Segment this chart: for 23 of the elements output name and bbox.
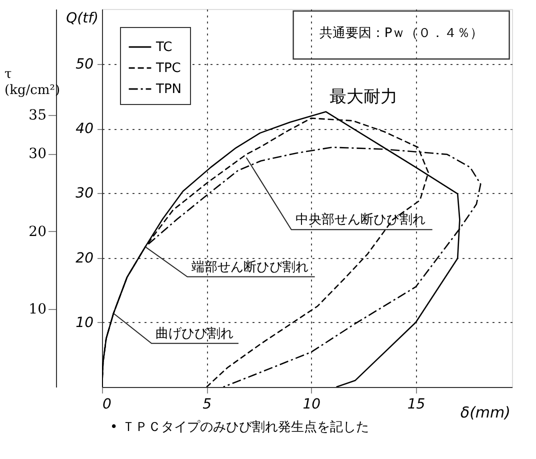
y-tick-label: 20 [76,250,94,266]
x-axis-title: δ(mm) [460,404,510,422]
legend-label: TC [155,40,172,55]
y2-tick-label: 20 [28,224,46,240]
y-axis-title: Q(tf) [66,10,98,26]
x-tick-label: 0 [102,396,112,412]
x-tick-label: 5 [202,396,212,412]
x-tick-label: 10 [302,396,321,412]
annotation: 共通要因：Pｗ（０．４％） [319,26,484,41]
legend-label: TPC [155,61,181,76]
y-tick-label: 10 [76,314,94,331]
y-tick-label: 40 [76,121,94,138]
y-tick-label: 50 [76,56,94,72]
y2-tick-label: 35 [28,107,46,124]
annotation: 最大耐力 [330,87,398,107]
x-tick-label: 15 [407,396,426,412]
annotation: 曲げひび割れ [156,326,234,342]
annotation: 端部せん断ひび割れ [191,260,308,275]
text: • ＴＰＣタイプのみひび割れ発生点を記した [110,420,369,435]
y2-tick-label: 30 [28,146,46,162]
y2-tick-label: 10 [28,302,46,318]
legend-label: TPN [155,82,182,97]
y-tick-label: 30 [76,186,94,202]
